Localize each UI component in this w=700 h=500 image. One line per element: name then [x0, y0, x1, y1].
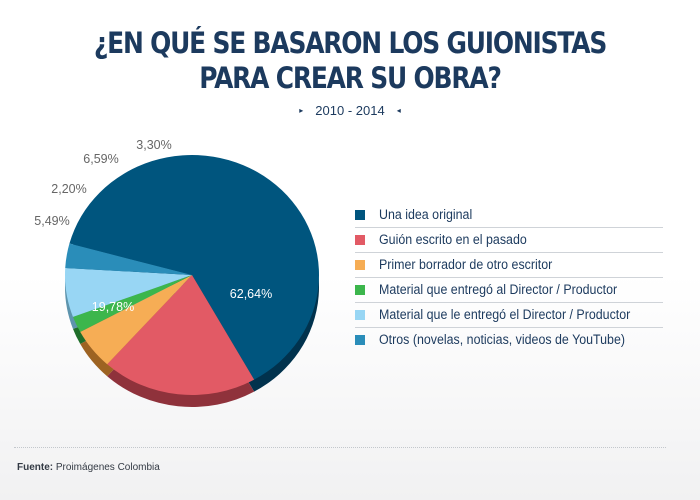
legend-item-6[interactable]: Otros (novelas, noticias, videos de YouT… — [355, 328, 663, 352]
legend-swatch — [355, 260, 365, 270]
pie-labels-layer: 62,64% 19,78% 5,49% 2,20% 6,59% 3,30% — [34, 138, 272, 314]
pie-top-layer — [65, 155, 319, 395]
legend-label: Guión escrito en el pasado — [379, 232, 527, 247]
legend-label: Una idea original — [379, 207, 473, 222]
arrow-left-icon: ◂ — [396, 106, 401, 115]
pie-slice-5[interactable] — [65, 268, 192, 317]
legend-label: Material que le entregó el Director / Pr… — [379, 307, 631, 322]
legend-swatch — [355, 310, 365, 320]
legend-swatch — [355, 285, 365, 295]
chart-legend: Una idea original Guión escrito en el pas… — [355, 203, 663, 352]
legend-item-5[interactable]: Material que le entregó el Director / Pr… — [355, 303, 663, 328]
chart-subtitle: ▸ 2010 - 2014 ◂ — [0, 103, 700, 118]
pie-data-label-6: 3,30% — [136, 138, 171, 152]
pie-slice-6[interactable] — [65, 243, 192, 275]
source-text: Proimágenes Colombia — [55, 462, 160, 473]
legend-label: Primer borrador de otro escritor — [379, 257, 553, 272]
legend-swatch — [355, 235, 365, 245]
chart-title-line-1: ¿EN QUÉ SE BASARON LOS GUIONISTAS — [93, 26, 607, 60]
pie-slice-4[interactable] — [72, 275, 192, 332]
legend-label: Material que entregó al Director / Produ… — [379, 282, 618, 297]
legend-item-1[interactable]: Una idea original — [355, 203, 663, 228]
pie-data-label-1: 62,64% — [230, 287, 272, 301]
pie-data-label-3: 5,49% — [34, 214, 69, 228]
source-label: Fuente: — [17, 462, 54, 473]
arrow-right-icon: ▸ — [299, 106, 304, 115]
pie-slice-1[interactable] — [69, 155, 319, 380]
legend-swatch — [355, 210, 365, 220]
legend-swatch — [355, 335, 365, 345]
legend-item-2[interactable]: Guión escrito en el pasado — [355, 228, 663, 253]
legend-label: Otros (novelas, noticias, videos de YouT… — [379, 332, 626, 347]
chart-title: ¿EN QUÉ SE BASARON LOS GUIONISTAS PARA C… — [49, 26, 651, 96]
period-label: 2010 - 2014 — [315, 103, 385, 118]
footer-divider — [14, 447, 666, 448]
source-note: Fuente: Proimágenes Colombia — [17, 462, 160, 473]
pie-slice-2[interactable] — [107, 275, 255, 395]
pie-data-label-5: 6,59% — [83, 152, 118, 166]
legend-item-3[interactable]: Primer borrador de otro escritor — [355, 253, 663, 278]
chart-title-line-2: PARA CREAR SU OBRA? — [199, 61, 502, 95]
pie-data-label-4: 2,20% — [51, 182, 86, 196]
legend-item-4[interactable]: Material que entregó al Director / Produ… — [355, 278, 663, 303]
pie-slice-3[interactable] — [80, 275, 192, 365]
pie-data-label-2: 19,78% — [92, 300, 134, 314]
